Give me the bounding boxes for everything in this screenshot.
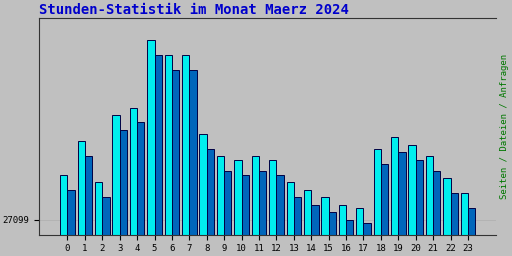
Bar xyxy=(294,197,301,256)
Bar xyxy=(200,134,207,256)
Bar xyxy=(172,70,179,256)
Bar xyxy=(207,149,214,256)
Bar xyxy=(322,197,329,256)
Bar xyxy=(182,55,189,256)
Bar xyxy=(443,178,451,256)
Bar xyxy=(102,197,110,256)
Bar xyxy=(339,205,346,256)
Bar xyxy=(68,190,75,256)
Bar xyxy=(85,156,92,256)
Bar xyxy=(217,156,224,256)
Bar xyxy=(130,108,137,256)
Bar xyxy=(224,171,231,256)
Bar xyxy=(137,122,144,256)
Bar xyxy=(364,223,371,256)
Bar xyxy=(451,194,458,256)
Bar xyxy=(398,152,406,256)
Bar xyxy=(461,194,468,256)
Bar xyxy=(242,175,249,256)
Bar xyxy=(329,212,336,256)
Bar xyxy=(259,171,266,256)
Bar xyxy=(409,145,416,256)
Bar xyxy=(269,160,276,256)
Bar xyxy=(468,208,475,256)
Bar xyxy=(95,182,102,256)
Bar xyxy=(426,156,433,256)
Bar xyxy=(356,208,364,256)
Bar xyxy=(189,70,197,256)
Bar xyxy=(147,40,155,256)
Bar xyxy=(155,55,162,256)
Bar xyxy=(77,141,85,256)
Text: Stunden-Statistik im Monat Maerz 2024: Stunden-Statistik im Monat Maerz 2024 xyxy=(39,3,349,17)
Bar xyxy=(276,175,284,256)
Bar xyxy=(346,220,353,256)
Bar xyxy=(304,190,311,256)
Bar xyxy=(287,182,294,256)
Bar xyxy=(120,130,127,256)
Bar xyxy=(234,160,242,256)
Bar xyxy=(416,160,423,256)
Bar xyxy=(433,171,440,256)
Bar xyxy=(391,137,398,256)
Y-axis label: Seiten / Dateien / Anfragen: Seiten / Dateien / Anfragen xyxy=(500,54,509,199)
Bar xyxy=(311,205,318,256)
Bar xyxy=(252,156,259,256)
Bar xyxy=(374,149,381,256)
Bar xyxy=(60,175,68,256)
Bar xyxy=(381,164,388,256)
Bar xyxy=(165,55,172,256)
Bar xyxy=(112,115,120,256)
